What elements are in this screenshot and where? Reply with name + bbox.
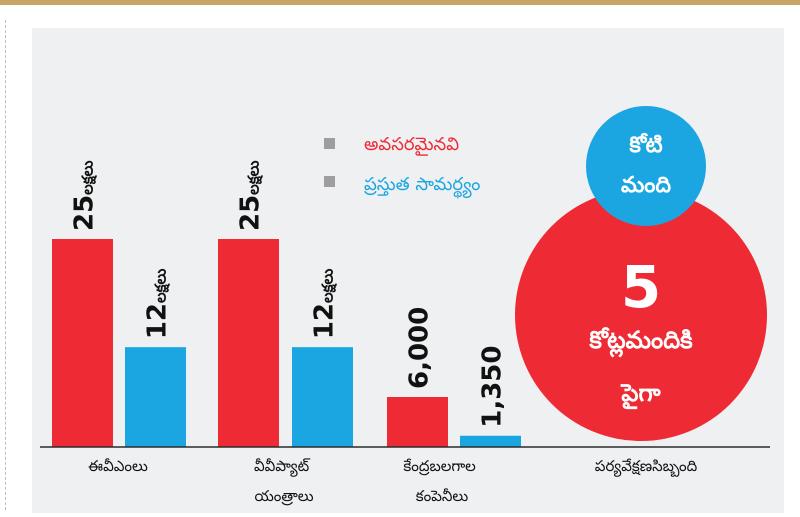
- category-label-line: పర్యవేక్షణసిబ్బంది: [595, 457, 698, 477]
- big-circle-number: 5: [621, 253, 661, 321]
- category-label-line: కేంద్రబలగాల: [403, 457, 476, 476]
- category-label-line: వీవీప్యాట్: [254, 457, 311, 477]
- legend: అవసరమైనవి ప్రస్తుత సామర్థ్యం: [324, 134, 480, 199]
- top-decorative-band: [0, 0, 800, 5]
- legend-swatch-capacity: [324, 176, 335, 187]
- big-circle-annotation: 5 కోట్లమందికి పైగా: [515, 189, 767, 441]
- small-circle: [586, 106, 706, 226]
- data-label-evm-capacity: 12లక్షలు: [143, 269, 173, 339]
- small-circle-annotation: కోటి మంది: [586, 106, 706, 226]
- legend-label-required: అవసరమైనవి: [364, 134, 459, 156]
- category-label-vvpat: వీవీప్యాట్ యంత్రాలు: [254, 457, 314, 506]
- data-label-forces-required: 6,000: [405, 307, 435, 389]
- data-label-unit: లక్షలు: [79, 161, 98, 195]
- small-circle-line2: మంది: [621, 173, 671, 198]
- bars-group: [52, 239, 521, 447]
- small-circle-line1: కోటి: [628, 132, 662, 158]
- bar-vvpat-capacity: [292, 347, 353, 447]
- data-label-unit: లక్షలు: [245, 161, 264, 195]
- category-labels: ఈవీఎంలు వీవీప్యాట్ యంత్రాలు కేంద్రబలగాల …: [88, 457, 697, 506]
- big-circle-line2: పైగా: [620, 379, 661, 410]
- bar-forces-required: [387, 397, 448, 447]
- data-label-number: 12: [310, 303, 340, 339]
- legend-label-capacity: ప్రస్తుత సామర్థ్యం: [364, 174, 481, 199]
- data-label-number: 6,000: [405, 307, 435, 389]
- big-circle-line1: కోట్లమందికి: [588, 326, 693, 358]
- bar-forces-capacity: [460, 435, 521, 447]
- legend-swatch-required: [324, 138, 335, 149]
- bar-evm-capacity: [125, 347, 186, 447]
- data-label-number: 25: [70, 195, 100, 231]
- data-labels-group: 25లక్షలు 12లక్షలు 25లక్షలు 12లక్షలు 6,00…: [70, 161, 508, 428]
- bar-vvpat-required: [218, 239, 279, 447]
- category-label-line: కంపెనీలు: [416, 487, 468, 505]
- data-label-number: 12: [143, 303, 173, 339]
- data-label-unit: లక్షలు: [152, 269, 171, 303]
- category-label-staff: పర్యవేక్షణసిబ్బంది: [595, 457, 698, 477]
- data-label-unit: లక్షలు: [319, 269, 338, 303]
- category-label-line: యంత్రాలు: [254, 487, 313, 506]
- category-label-line: ఈవీఎంలు: [88, 457, 148, 475]
- big-circle: [515, 189, 767, 441]
- page-edge-rule: [5, 20, 6, 510]
- data-label-forces-capacity: 1,350: [478, 346, 508, 428]
- data-label-number: 25: [236, 195, 266, 231]
- data-label-number: 1,350: [478, 346, 508, 428]
- category-label-forces: కేంద్రబలగాల కంపెనీలు: [403, 457, 480, 505]
- category-label-evm: ఈవీఎంలు: [88, 457, 148, 475]
- data-label-vvpat-capacity: 12లక్షలు: [310, 269, 340, 339]
- data-label-vvpat-required: 25లక్షలు: [236, 161, 266, 231]
- data-label-evm-required: 25లక్షలు: [70, 161, 100, 231]
- bar-evm-required: [52, 239, 113, 447]
